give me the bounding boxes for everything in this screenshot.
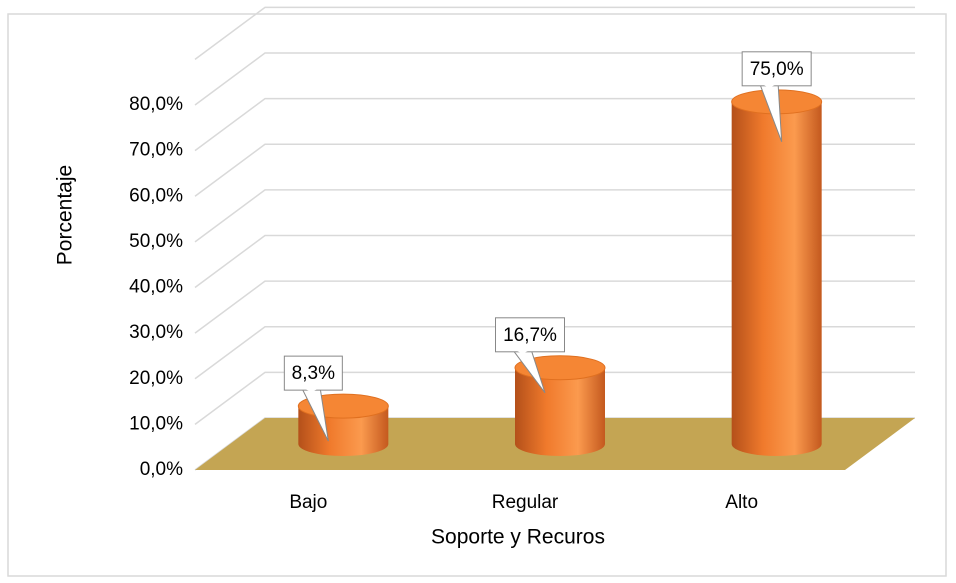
grid-line [194,143,915,197]
x-tick-label: Alto [725,492,758,513]
y-axis-label: Porcentaje [54,165,77,265]
x-axis-label: Soporte y Recuros [431,526,605,549]
y-tick-label: 70,0% [129,140,183,161]
y-tick-label: 20,0% [129,368,183,389]
x-tick-label: Regular [492,492,559,513]
grid-line [194,234,915,289]
data-label-box [283,355,343,391]
grid-line [194,97,915,152]
x-tick-label: Bajo [289,492,327,513]
bar-body [515,367,605,456]
y-tick-label: 80,0% [129,94,183,115]
bar [731,89,823,456]
y-tick-label: 30,0% [129,322,183,343]
grid-line [194,371,915,425]
data-label-box [495,317,565,353]
data-label-pointer-cover [514,349,531,354]
grid-line [194,326,915,380]
y-tick-label: 40,0% [129,277,183,298]
data-label-pointer-cover [761,83,778,88]
data-label-pointer-cover [303,388,320,393]
wall-edge [194,6,915,60]
data-label-box [741,51,812,87]
data-label: 16,7% [503,325,557,346]
grid-line [194,189,915,243]
y-tick-label: 50,0% [129,231,183,252]
y-tick-label: 10,0% [129,413,183,434]
y-tick-label: 60,0% [129,185,183,206]
grid-line [194,52,915,106]
grid-line [194,280,915,334]
data-label: 8,3% [292,363,335,384]
bar-body [731,101,822,456]
y-tick-label: 0,0% [140,459,183,480]
data-label: 75,0% [750,59,804,80]
